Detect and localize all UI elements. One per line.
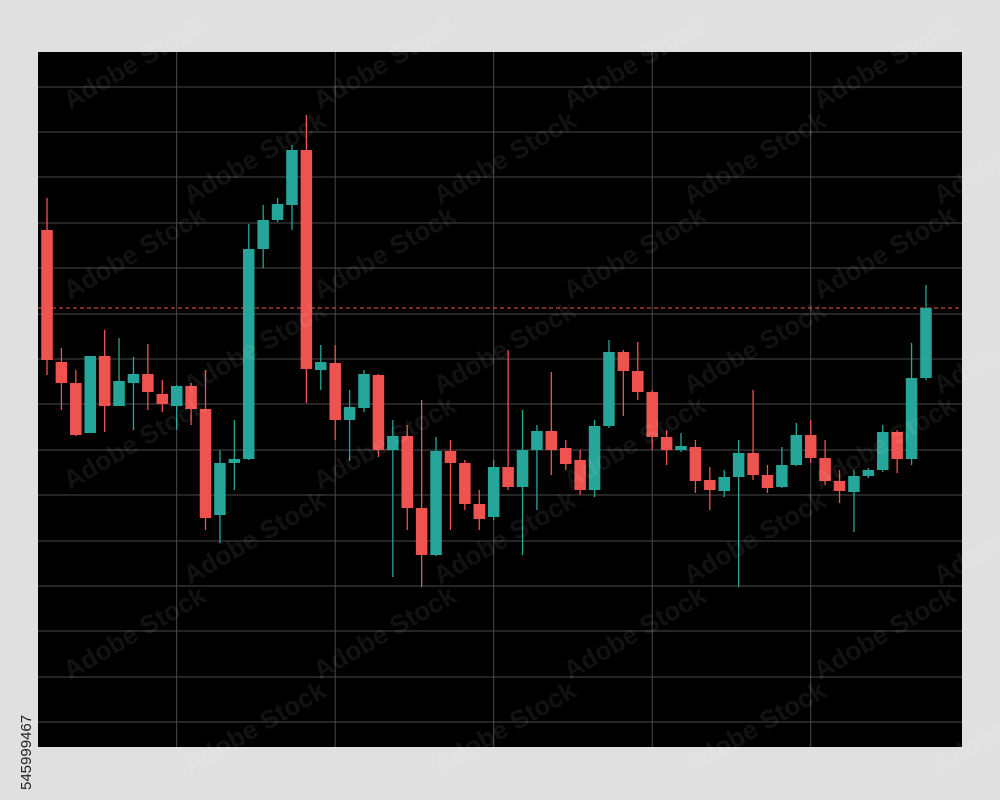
- candle-body: [387, 436, 399, 450]
- candle-body: [646, 392, 658, 437]
- candle-body: [156, 394, 169, 404]
- candle-body: [214, 463, 226, 515]
- candles: [41, 115, 932, 587]
- candle-body: [790, 435, 803, 465]
- candle-body: [848, 476, 860, 492]
- candle-body: [891, 432, 903, 459]
- candle-body: [286, 150, 298, 205]
- candle-body: [242, 249, 255, 459]
- candle-body: [113, 381, 125, 406]
- candle-body: [732, 453, 745, 477]
- candle-body: [473, 504, 486, 519]
- candle-body: [804, 435, 817, 458]
- candle-body: [718, 477, 731, 491]
- candle-body: [372, 375, 385, 450]
- candle-body: [689, 447, 702, 481]
- candle-body: [876, 432, 889, 470]
- candle-body: [300, 150, 313, 369]
- candle-body: [574, 460, 586, 490]
- candle-body: [199, 409, 212, 518]
- candle-body: [41, 230, 53, 360]
- candle-body: [516, 450, 529, 487]
- candle-body: [531, 431, 543, 450]
- candle-body: [819, 458, 831, 481]
- candle-body: [747, 453, 759, 475]
- candle-body: [502, 467, 514, 487]
- candle-body: [660, 437, 673, 450]
- candle-body: [98, 356, 111, 406]
- candle-body: [271, 204, 284, 220]
- candle-body: [358, 374, 370, 408]
- candle-body: [487, 467, 500, 517]
- candle-body: [862, 470, 875, 476]
- candle-body: [776, 465, 788, 487]
- candle-body: [142, 374, 154, 392]
- candle-body: [84, 356, 96, 433]
- candle-body: [920, 308, 932, 378]
- candle-body: [185, 386, 197, 409]
- candle-body: [415, 508, 428, 555]
- candle-body: [617, 352, 630, 371]
- candle-body: [257, 220, 269, 249]
- candle-body: [55, 362, 68, 383]
- candle-body: [905, 378, 918, 459]
- candle-body: [632, 371, 644, 392]
- candle-body: [444, 451, 457, 463]
- candle-body: [603, 352, 615, 426]
- candle-body: [761, 475, 774, 488]
- candle-body: [459, 463, 471, 504]
- candle-body: [588, 426, 601, 490]
- candle-body: [559, 448, 572, 464]
- candle-body: [329, 363, 341, 420]
- image-id: 545999467: [18, 715, 35, 790]
- candle-body: [833, 481, 846, 491]
- candle-body: [430, 451, 442, 555]
- candle-body: [315, 362, 327, 370]
- candle-body: [675, 446, 687, 450]
- candle-body: [401, 436, 414, 508]
- candle-body: [70, 383, 82, 435]
- candle-body: [704, 480, 716, 490]
- candle-body: [170, 386, 183, 406]
- candle-body: [545, 431, 558, 450]
- candle-body: [127, 374, 140, 383]
- candle-body: [343, 407, 356, 420]
- candle-body: [228, 459, 241, 463]
